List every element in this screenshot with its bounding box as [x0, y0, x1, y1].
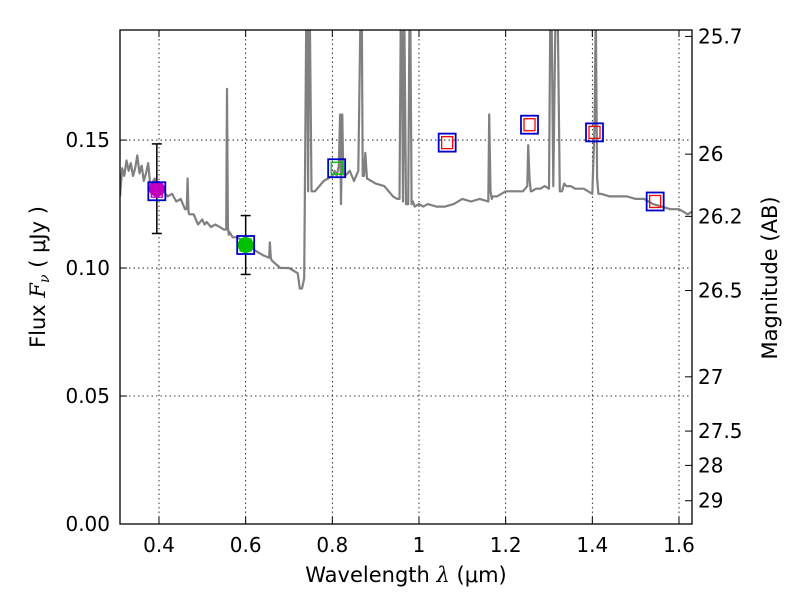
band-flux-square — [523, 118, 536, 132]
right-axis-label: Magnitude (AB) — [758, 196, 782, 359]
band-flux-square — [588, 125, 601, 140]
x-tick-label: 1 — [413, 533, 426, 557]
sed-model-line — [120, 30, 692, 290]
mag-tick-label: 27.5 — [698, 419, 743, 443]
mag-tick-label: 25.7 — [698, 24, 743, 48]
x-tick-label: 1.4 — [576, 533, 608, 557]
x-axis-label: Wavelength λ (μm) — [305, 563, 506, 587]
model-square — [585, 122, 604, 143]
mag-tick-label: 26 — [698, 142, 723, 166]
y-tick-label: 0.10 — [65, 256, 110, 280]
mag-tick-label: 27 — [698, 365, 723, 389]
y-tick-label: 0.15 — [65, 128, 110, 152]
y-tick-label: 0.05 — [65, 384, 110, 408]
model-square — [236, 235, 256, 255]
model-square — [645, 191, 665, 212]
band-flux-square — [649, 194, 662, 209]
mag-tick-label: 29 — [698, 489, 723, 513]
mag-tick-label: 28 — [698, 453, 723, 477]
x-tick-label: 0.8 — [316, 533, 348, 557]
plot-frame — [119, 29, 693, 525]
band-flux-square — [441, 135, 454, 150]
axes-ticks: 0.4 0.6 0.8 1 1.2 1.4 1.6 0.00 0.05 0.10 0.15 25.7 2… — [65, 24, 742, 557]
y-axis-label: Flux Fν ( μJy ) — [26, 206, 53, 348]
x-tick-label: 0.6 — [230, 533, 262, 557]
y-tick-label: 0.00 — [65, 512, 110, 536]
x-tick-label: 1.6 — [663, 533, 695, 557]
x-tick-label: 1.2 — [490, 533, 522, 557]
model-square — [147, 181, 167, 202]
model-square — [520, 114, 539, 135]
band-flux-square — [239, 238, 252, 252]
model-square — [437, 132, 457, 153]
x-tick-label: 0.4 — [143, 533, 175, 557]
model-square — [327, 158, 347, 179]
mag-tick-label: 26.2 — [698, 204, 743, 228]
mag-tick-label: 26.5 — [698, 279, 743, 303]
band-flux-square — [150, 184, 163, 198]
observed-point — [237, 237, 254, 254]
plot-area — [120, 30, 692, 290]
band-flux-square — [330, 161, 343, 175]
